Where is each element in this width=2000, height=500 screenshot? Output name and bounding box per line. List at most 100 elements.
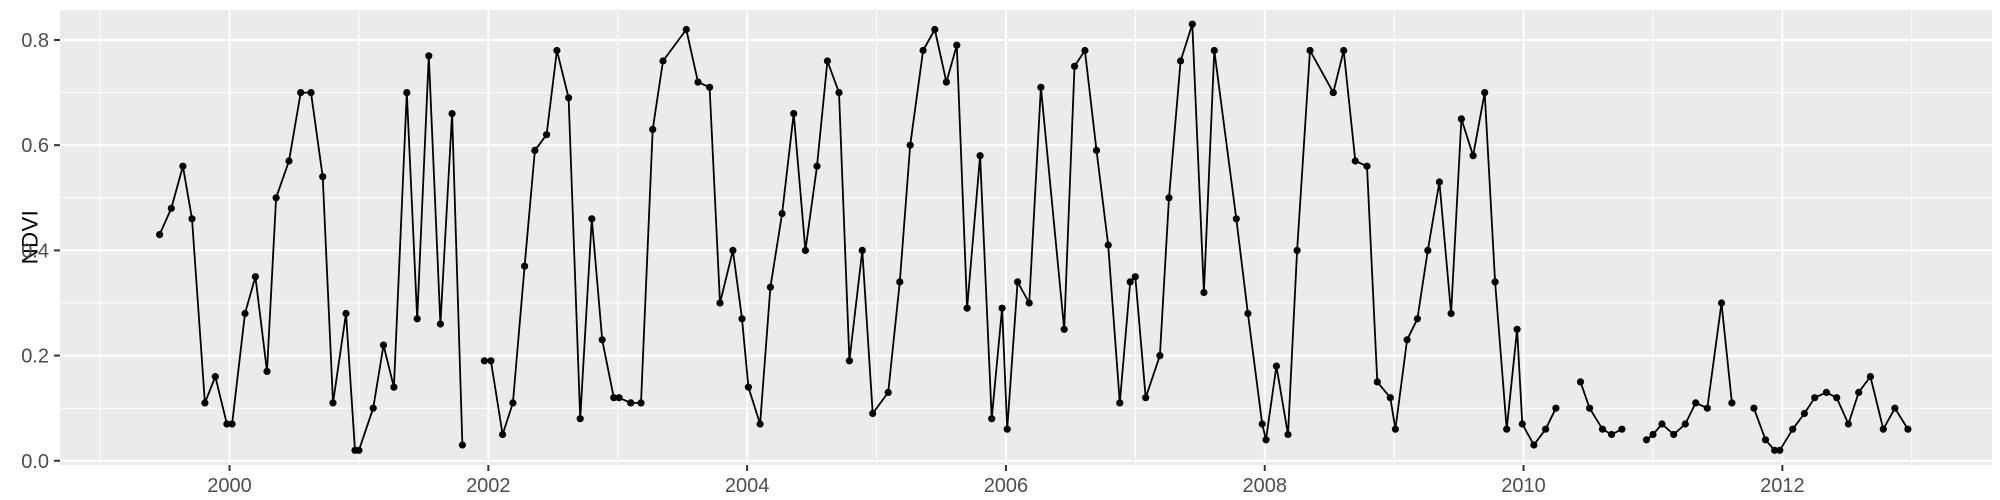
data-point	[1142, 394, 1150, 402]
data-point	[1413, 315, 1421, 323]
data-point	[1670, 430, 1678, 439]
data-point	[884, 388, 892, 396]
data-point	[543, 131, 551, 139]
data-point	[738, 315, 746, 323]
x-tick-label: 2000	[207, 475, 252, 497]
data-point	[1340, 46, 1348, 55]
data-point	[1542, 425, 1550, 433]
data-point	[1530, 441, 1538, 449]
data-point	[1491, 278, 1499, 286]
data-point	[845, 357, 854, 365]
data-point	[694, 78, 702, 86]
data-point	[1284, 430, 1292, 439]
data-point	[1025, 299, 1033, 307]
data-point	[682, 25, 690, 34]
data-point	[906, 141, 914, 149]
data-point	[179, 162, 187, 170]
data-point	[576, 415, 584, 423]
data-point	[756, 420, 764, 428]
data-point	[1513, 325, 1521, 333]
data-point	[1833, 394, 1841, 402]
data-point	[228, 420, 236, 428]
data-point	[919, 46, 927, 55]
data-point	[988, 415, 996, 423]
data-point	[588, 215, 596, 223]
data-point	[1703, 404, 1711, 412]
data-point	[156, 231, 164, 239]
data-point	[167, 204, 175, 212]
data-point	[1258, 420, 1266, 428]
data-point	[1503, 425, 1511, 433]
data-point	[1518, 420, 1526, 428]
data-point	[1576, 378, 1585, 386]
data-point	[1642, 436, 1651, 444]
data-point	[329, 399, 337, 407]
data-point	[790, 110, 798, 118]
data-point	[1232, 215, 1240, 223]
data-point	[1649, 430, 1657, 439]
data-point	[1811, 394, 1819, 402]
data-point	[1800, 409, 1808, 418]
data-point	[263, 367, 271, 375]
data-point	[509, 399, 517, 407]
y-tick-label: 0.2	[21, 346, 49, 368]
data-point	[307, 89, 315, 97]
data-point	[1658, 420, 1666, 428]
data-point	[801, 246, 810, 254]
data-point	[1188, 20, 1196, 28]
data-point	[1262, 436, 1270, 444]
data-point	[448, 110, 456, 118]
data-point	[1200, 288, 1208, 297]
data-point	[1761, 436, 1770, 444]
data-point	[1003, 425, 1011, 433]
data-point	[188, 215, 196, 223]
data-point	[1822, 388, 1830, 396]
data-point	[1789, 425, 1797, 433]
data-point	[201, 399, 209, 407]
data-point	[766, 283, 775, 291]
data-point	[813, 162, 821, 170]
data-point	[835, 89, 843, 97]
data-point	[425, 52, 433, 60]
data-point	[1363, 162, 1371, 170]
data-point	[659, 57, 667, 65]
data-point	[869, 409, 877, 418]
data-point	[1618, 425, 1626, 433]
x-tick-label: 2012	[1760, 475, 1805, 497]
data-point	[553, 46, 561, 55]
data-point	[1435, 178, 1443, 186]
data-point	[1329, 89, 1337, 97]
data-point	[223, 420, 231, 428]
data-point	[1070, 62, 1079, 70]
data-point	[1391, 425, 1399, 433]
data-point	[272, 194, 280, 202]
data-point	[1116, 399, 1124, 407]
y-tick-label: 0.0	[21, 451, 49, 473]
series-line-segment	[484, 23, 1557, 446]
data-point	[379, 341, 388, 349]
data-point	[627, 399, 635, 407]
data-point	[487, 357, 495, 365]
data-point	[1424, 246, 1432, 254]
data-point	[1447, 309, 1455, 318]
y-tick-label: 0.4	[21, 240, 49, 262]
y-tick-label: 0.8	[21, 30, 49, 52]
data-point	[1210, 46, 1218, 55]
data-point	[744, 383, 753, 391]
x-tick-label: 2010	[1501, 475, 1546, 497]
data-point	[1244, 309, 1252, 318]
data-point	[436, 320, 444, 328]
data-point	[1272, 362, 1280, 370]
data-point	[1165, 194, 1173, 202]
data-point	[1081, 46, 1089, 55]
data-point	[251, 273, 259, 281]
x-tick-label: 2006	[984, 475, 1029, 497]
data-point	[1037, 83, 1045, 91]
data-point	[297, 89, 305, 97]
data-point	[963, 304, 971, 312]
data-point	[369, 404, 377, 412]
data-point	[413, 315, 421, 323]
data-point	[706, 83, 714, 91]
data-point	[823, 57, 832, 65]
data-point	[1481, 89, 1489, 97]
